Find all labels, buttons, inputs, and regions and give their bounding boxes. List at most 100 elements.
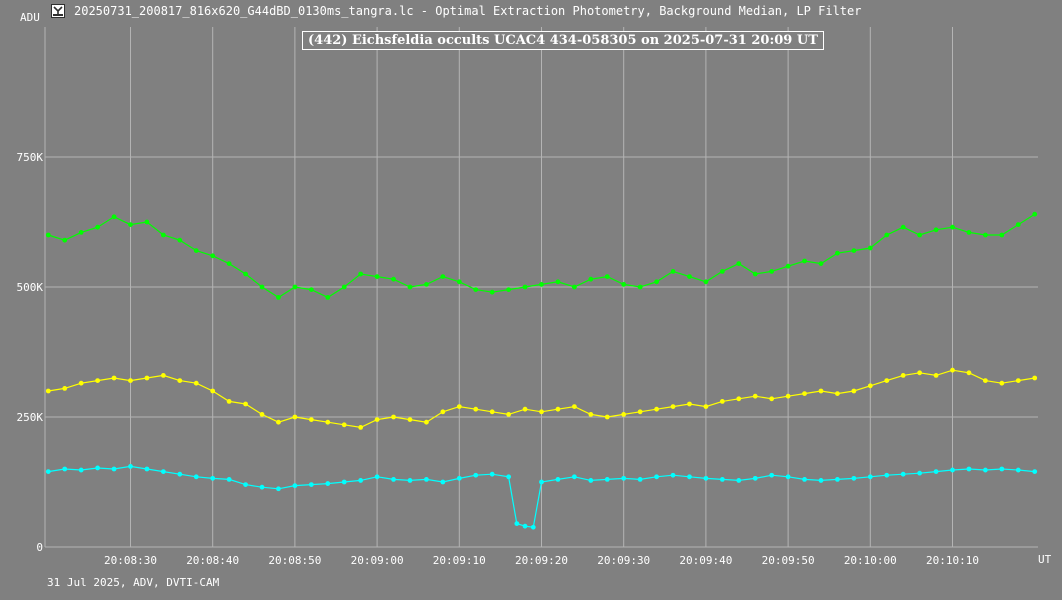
- yellow-series-point: [1015, 378, 1021, 383]
- x-tick-label: 20:09:50: [762, 554, 815, 567]
- cyan-series-point: [358, 478, 364, 483]
- x-tick-label: 20:09:30: [597, 554, 650, 567]
- cyan-series-point: [193, 474, 199, 480]
- green-series-point: [769, 269, 775, 274]
- yellow-series-point: [292, 414, 298, 420]
- yellow-series-point: [769, 396, 775, 402]
- file-info-header: 20250731_200817_816x620_G44dBD_0130ms_ta…: [74, 4, 862, 18]
- cyan-series-point: [769, 472, 775, 478]
- yellow-series-point: [177, 378, 183, 383]
- green-series-point: [950, 224, 955, 230]
- yellow-series-point: [604, 414, 610, 420]
- green-series-point: [522, 284, 528, 290]
- cyan-series-point: [1015, 467, 1021, 473]
- cyan-series-point: [144, 466, 150, 472]
- cyan-series-point: [950, 467, 955, 473]
- green-series-point: [177, 237, 183, 243]
- cyan-series-point: [1032, 469, 1038, 474]
- yellow-series-point: [144, 375, 150, 381]
- yellow-series-point: [78, 380, 84, 386]
- yellow-series-point: [588, 412, 594, 417]
- yellow-series-point: [719, 399, 725, 404]
- yellow-series-point: [982, 378, 988, 383]
- cyan-series-point: [555, 477, 561, 482]
- y-tick-label: 750K: [17, 151, 44, 164]
- green-series-point: [703, 279, 709, 285]
- yellow-series-point: [752, 393, 758, 399]
- green-series-point: [424, 282, 429, 287]
- cyan-series-point: [522, 523, 528, 529]
- green-series-point: [374, 274, 380, 279]
- green-series-point: [835, 250, 840, 256]
- green-series-point: [917, 232, 923, 238]
- y-tick-label: 500K: [17, 281, 44, 294]
- yellow-series-point: [424, 419, 429, 425]
- yellow-series-point: [818, 388, 824, 394]
- x-tick-label: 20:08:30: [104, 554, 157, 567]
- cyan-series-point: [128, 464, 133, 469]
- yellow-series-point: [555, 406, 561, 412]
- yellow-series-point: [654, 406, 659, 412]
- cyan-series-point: [210, 475, 216, 481]
- green-series-point: [325, 295, 331, 300]
- x-tick-label: 20:09:10: [433, 554, 486, 567]
- yellow-series-point: [193, 380, 199, 386]
- cyan-series-point: [752, 475, 758, 481]
- cyan-series-point: [259, 484, 265, 490]
- yellow-series-point: [571, 404, 577, 409]
- green-series-point: [621, 282, 627, 287]
- yellow-series-point: [440, 409, 446, 415]
- yellow-series-point: [851, 388, 857, 394]
- y-tick-label: 250K: [17, 411, 44, 424]
- grid-layer: [44, 27, 1038, 548]
- yellow-series-point: [243, 401, 248, 407]
- footer-info: 31 Jul 2025, ADV, DVTI-CAM: [47, 576, 220, 589]
- cyan-series-point: [588, 478, 594, 483]
- green-series-point: [210, 253, 216, 259]
- yellow-series-point: [703, 404, 709, 409]
- yellow-series-point: [785, 393, 791, 399]
- yellow-series-point: [539, 409, 544, 415]
- cyan-series-point: [391, 477, 396, 482]
- cyan-series-point: [785, 474, 791, 480]
- cyan-series-point: [226, 477, 232, 482]
- cyan-series-point: [78, 467, 84, 473]
- cyan-series-point: [687, 474, 692, 480]
- yellow-series-point: [62, 386, 68, 391]
- green-series-point: [407, 284, 413, 290]
- green-series-point: [571, 284, 577, 290]
- green-series-point: [78, 230, 84, 235]
- cyan-series-point: [514, 521, 520, 526]
- cyan-series-point: [456, 475, 462, 481]
- yellow-series-point: [1032, 375, 1038, 381]
- green-series-point: [489, 289, 495, 295]
- yellow-series-point: [917, 370, 923, 376]
- green-series-point: [111, 214, 117, 220]
- yellow-series-point: [259, 412, 265, 417]
- yellow-series-point: [358, 425, 364, 430]
- green-series-point: [637, 284, 643, 290]
- cyan-series-point: [424, 477, 429, 482]
- green-series-point: [193, 248, 199, 254]
- cyan-series-point: [966, 466, 972, 472]
- yellow-series-point: [489, 409, 495, 415]
- green-series-point: [539, 282, 544, 287]
- green-series-point: [851, 248, 857, 254]
- yellow-series-point: [621, 412, 627, 417]
- cyan-series-point: [45, 469, 51, 474]
- chart-title: (442) Eichsfeldia occults UCAC4 434-0583…: [302, 31, 824, 50]
- cyan-series-point: [95, 465, 101, 471]
- green-series-point: [62, 237, 68, 243]
- yellow-series-point: [456, 404, 462, 409]
- green-series-point: [341, 284, 347, 290]
- cyan-series-point: [604, 477, 610, 482]
- green-series-point: [555, 279, 561, 285]
- yellow-series-point: [867, 383, 873, 389]
- series-layer: [45, 211, 1038, 530]
- cyan-series-point: [325, 481, 331, 486]
- cyan-series-point: [818, 478, 824, 483]
- yellow-series-point: [900, 373, 906, 378]
- cyan-series-point: [999, 466, 1005, 472]
- cyan-series-point: [835, 477, 840, 482]
